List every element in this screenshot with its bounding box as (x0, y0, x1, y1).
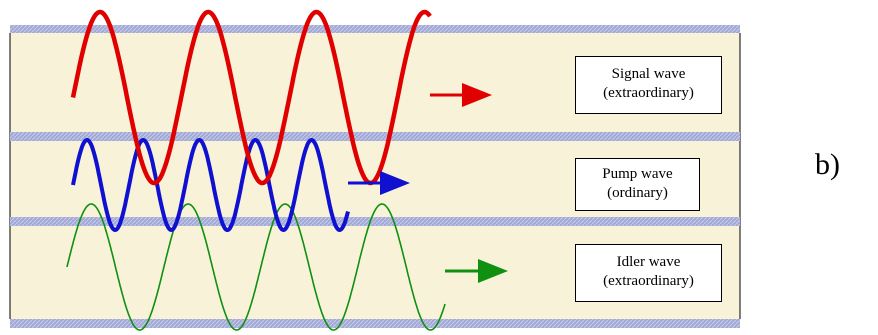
stripe-2 (10, 217, 740, 226)
pump-wave-curve (71, 138, 350, 232)
signal-arrow-icon (430, 83, 492, 107)
idler-wave-curve (66, 203, 446, 331)
stripe-bottom (10, 319, 740, 328)
signal-wave-polarization: (extraordinary) (603, 85, 694, 101)
idler-wave-name: Idler wave (616, 254, 681, 270)
layer-borders (9, 33, 741, 319)
idler-arrow-icon (445, 259, 508, 283)
pump-arrow-icon (348, 171, 410, 195)
signal-wave-name: Signal wave (611, 66, 686, 82)
pump-wave-name: Pump wave (602, 166, 673, 182)
pump-wave-polarization: (ordinary) (607, 185, 668, 201)
idler-wave-label: Idler wave (extraordinary) (575, 244, 722, 302)
signal-wave-label: Signal wave (extraordinary) (575, 56, 722, 114)
stripe-top (10, 25, 740, 33)
panel-label: b) (815, 148, 840, 181)
stripe-1 (10, 132, 740, 141)
pump-wave-label: Pump wave (ordinary) (575, 158, 700, 211)
idler-wave-polarization: (extraordinary) (603, 273, 694, 289)
